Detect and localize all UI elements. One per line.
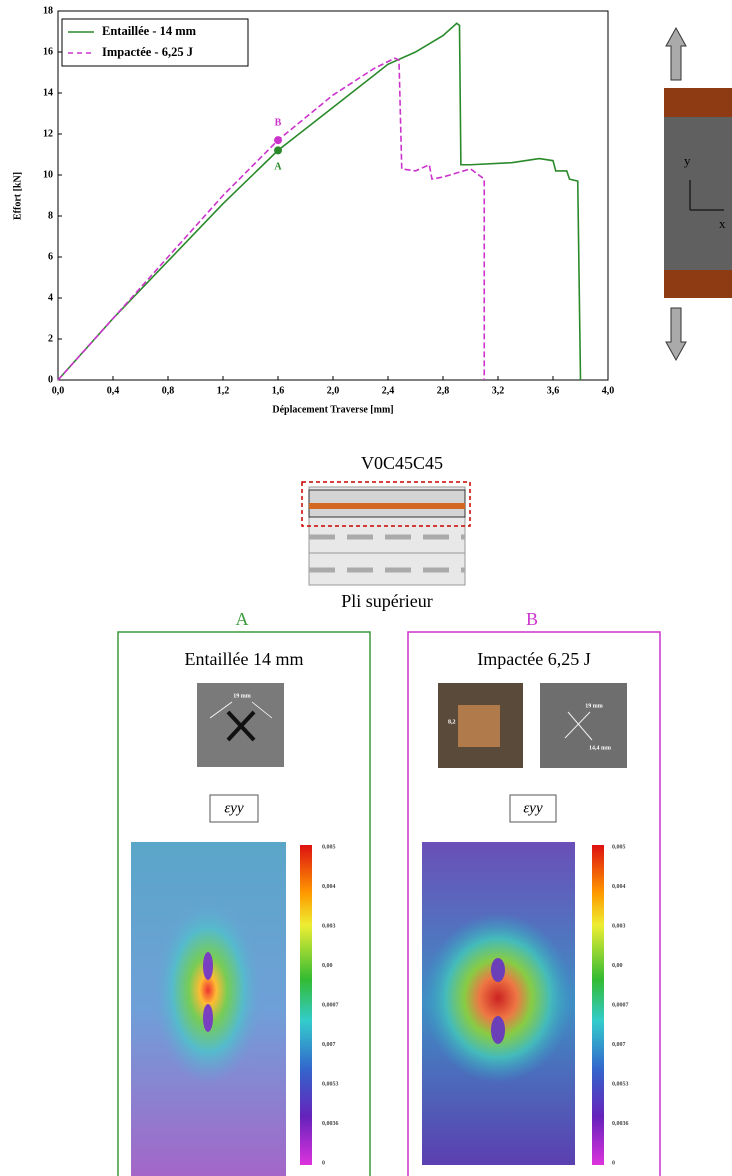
panel-letter: A bbox=[236, 609, 249, 629]
ply-top bbox=[309, 503, 465, 509]
colorbar bbox=[300, 845, 312, 1165]
legend-label: Entaillée - 14 mm bbox=[102, 24, 197, 38]
photo bbox=[540, 683, 627, 768]
legend: Entaillée - 14 mm Impactée - 6,25 J bbox=[61, 18, 249, 67]
photo-label: 19 mm bbox=[233, 693, 251, 699]
x-tick-label: 0,4 bbox=[107, 385, 120, 396]
panel-letter: B bbox=[526, 609, 538, 629]
photo-label: 19 mm bbox=[585, 703, 603, 709]
colorbar-label: 0,0007 bbox=[322, 1002, 339, 1008]
y-tick-label: 2 bbox=[48, 333, 53, 344]
point-label: B bbox=[275, 117, 282, 128]
photo-label: 8,2 bbox=[448, 719, 456, 725]
y-axis-label: Effort [kN] bbox=[12, 172, 23, 220]
y-tick-label: 4 bbox=[48, 292, 53, 303]
colorbar-labels: 0,005 0,004 0,003 0,00 0,0007 0,007 0,0053 0,00… bbox=[612, 844, 629, 1166]
point-label: A bbox=[274, 162, 282, 173]
y-tick-label: 8 bbox=[48, 210, 53, 221]
series-line bbox=[57, 22, 582, 381]
x-axis-label: Déplacement Traverse [mm] bbox=[272, 404, 393, 415]
colorbar-label: 0,0036 bbox=[612, 1121, 629, 1127]
x-tick-label: 0,8 bbox=[162, 385, 175, 396]
tab bbox=[664, 270, 732, 298]
y-tick-label: 6 bbox=[48, 251, 53, 262]
panel-b: B Impactée 6,25 J 8,2 19 mm 14,4 mm εyy … bbox=[407, 609, 661, 1176]
colorbar-label: 0,0036 bbox=[322, 1121, 339, 1127]
y-tick-label: 10 bbox=[43, 169, 53, 180]
colorbar-label: 0,007 bbox=[322, 1042, 336, 1048]
y-tick-label: 18 bbox=[43, 5, 53, 16]
colorbar-label: 0 bbox=[322, 1160, 325, 1166]
colorbar-label: 0,004 bbox=[612, 884, 626, 890]
highlight bbox=[301, 481, 471, 527]
notch bbox=[226, 710, 256, 742]
legend-box bbox=[61, 18, 249, 67]
strain-field bbox=[203, 1004, 213, 1032]
colorbar-label: 0,00 bbox=[612, 963, 623, 969]
strain-label: εyy bbox=[523, 800, 543, 816]
layup-caption: Pli supérieur bbox=[341, 591, 433, 611]
x-tick-label: 3,2 bbox=[492, 385, 505, 396]
axis-label: y bbox=[684, 153, 691, 168]
impact-zone bbox=[458, 705, 500, 747]
colorbar-labels: 0,005 0,004 0,003 0,00 0,0007 0,007 0,0053 0,00… bbox=[322, 844, 339, 1166]
plot: 0,0 0,4 0,8 1,2 1,6 2,0 2,4 2,8 3,2 3,6 4,0 0 2 4 6 8 10… bbox=[43, 5, 614, 396]
x-tick-label: 2,8 bbox=[437, 385, 450, 396]
dimension bbox=[209, 701, 273, 719]
point-marker bbox=[274, 136, 282, 145]
arrow-up bbox=[665, 26, 687, 81]
colorbar-label: 0,007 bbox=[612, 1042, 626, 1048]
specimen: y x bbox=[664, 26, 732, 362]
y-tick-label: 14 bbox=[43, 87, 53, 98]
legend-label: Impactée - 6,25 J bbox=[102, 45, 193, 59]
strain-field bbox=[153, 895, 263, 1085]
colorbar-label: 0 bbox=[612, 1160, 615, 1166]
panel-title: Impactée 6,25 J bbox=[477, 649, 590, 669]
colorbar bbox=[592, 845, 604, 1165]
panel-frame bbox=[407, 631, 661, 1176]
panel-frame bbox=[117, 631, 371, 1176]
x-tick-label: 3,6 bbox=[547, 385, 560, 396]
specimen-body bbox=[664, 117, 732, 270]
colorbar-label: 0,004 bbox=[322, 884, 336, 890]
x-tick-label: 4,0 bbox=[602, 385, 615, 396]
colorbar-label: 0,005 bbox=[322, 844, 336, 850]
panel-a: A Entaillée 14 mm 19 mm εyy 0,0050,0040,… bbox=[117, 609, 371, 1176]
colorbar-label: 0,0053 bbox=[612, 1081, 629, 1087]
colorbar-label: 0,005 bbox=[612, 844, 626, 850]
x-tick-label: 0,0 bbox=[52, 385, 65, 396]
colorbar-label: 0,00 bbox=[322, 963, 333, 969]
strain-box bbox=[209, 794, 259, 823]
strain-box bbox=[509, 794, 557, 823]
x-tick-label: 2,0 bbox=[327, 385, 340, 396]
colorbar-label: 0,003 bbox=[612, 923, 626, 929]
strain-label: εyy bbox=[224, 800, 244, 816]
series-line bbox=[57, 57, 486, 381]
y-tick-label: 12 bbox=[43, 128, 53, 139]
colorbar-label: 0,003 bbox=[322, 923, 336, 929]
strain-field bbox=[423, 913, 573, 1083]
strain-field bbox=[491, 1016, 505, 1044]
colorbar-label: 0,0007 bbox=[612, 1002, 629, 1008]
notch bbox=[564, 711, 593, 741]
x-tick-label: 1,2 bbox=[217, 385, 230, 396]
colorbar-label: 0,0053 bbox=[322, 1081, 339, 1087]
axis-label: x bbox=[719, 216, 726, 231]
layup: V0C45C45 Pli supérieur bbox=[301, 453, 471, 611]
x-tick-label: 1,6 bbox=[272, 385, 285, 396]
arrow-down bbox=[665, 307, 687, 362]
layup-title: V0C45C45 bbox=[361, 453, 443, 473]
point-marker bbox=[274, 146, 282, 155]
y-tick-label: 16 bbox=[43, 46, 53, 57]
photo-label: 14,4 mm bbox=[589, 745, 611, 751]
x-tick-label: 2,4 bbox=[382, 385, 395, 396]
panel-title: Entaillée 14 mm bbox=[185, 649, 304, 669]
strain-field bbox=[203, 952, 213, 980]
y-tick-label: 0 bbox=[48, 374, 53, 385]
strain-field bbox=[491, 958, 505, 982]
tab bbox=[664, 88, 732, 117]
